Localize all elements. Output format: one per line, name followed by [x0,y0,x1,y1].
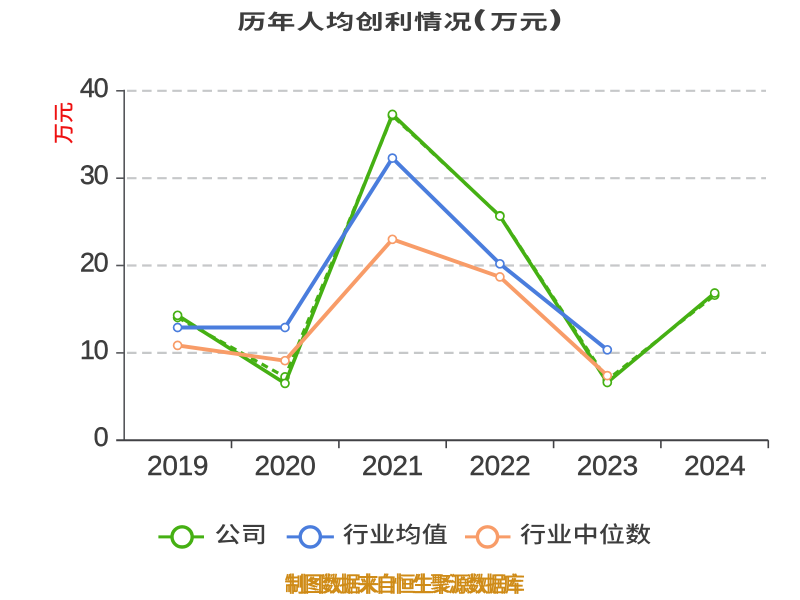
svg-text:2024: 2024 [684,450,745,481]
svg-text:10: 10 [80,335,108,365]
svg-text:20: 20 [80,248,108,278]
svg-text:40: 40 [80,73,108,103]
svg-text:30: 30 [80,160,108,190]
svg-text:2022: 2022 [469,450,530,481]
svg-text:2019: 2019 [147,450,208,481]
svg-text:2023: 2023 [577,450,638,481]
svg-text:2020: 2020 [254,450,315,481]
svg-text:2021: 2021 [362,450,423,481]
svg-text:0: 0 [94,422,108,452]
